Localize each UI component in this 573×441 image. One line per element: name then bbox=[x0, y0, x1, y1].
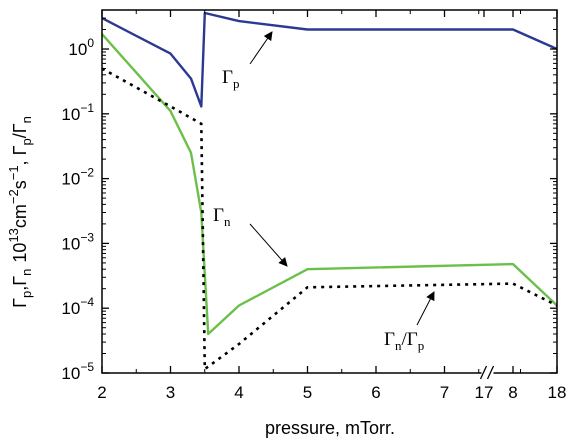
y-title-gamma-4: Γ bbox=[10, 123, 30, 133]
x-tick-label: 6 bbox=[371, 383, 380, 402]
y-tick-label: 10−2 bbox=[61, 166, 94, 189]
y-title-sub-p-2: p bbox=[19, 138, 34, 145]
x-tick-label: 3 bbox=[166, 383, 175, 402]
y-title-unit-s: s bbox=[10, 180, 30, 189]
tick-layer: 10−5 10−4 10−3 10−2 10−1 100 2 3 4 5 6 7 8 17 18 bbox=[61, 9, 567, 402]
annotation-gamma-p-label: Γp bbox=[222, 67, 239, 91]
plot-frame bbox=[101, 9, 558, 374]
series-line-0 bbox=[101, 11, 558, 108]
annotation-gamma-ratio: Γn/Γp bbox=[384, 291, 435, 353]
series-line-1 bbox=[101, 33, 558, 336]
x-tick-label: 5 bbox=[303, 383, 312, 402]
y-tick-label: 100 bbox=[68, 36, 94, 59]
axis-break-slash-1 bbox=[479, 365, 488, 380]
y-title-gamma-2: Γ bbox=[10, 276, 30, 286]
y-axis-title: Γp,Γn1013cm−2s−1, Γp/Γn bbox=[6, 116, 34, 308]
x-tick-label: 8 bbox=[508, 383, 517, 402]
x-tick-label: 7 bbox=[440, 383, 449, 402]
y-title-unit-rest: cm bbox=[10, 204, 30, 228]
y-tick-label: 10−1 bbox=[61, 101, 94, 124]
y-title-sub-p-1: p bbox=[19, 291, 34, 298]
y-title-unit-exp2: −2 bbox=[6, 189, 21, 204]
x-tick-label: 2 bbox=[97, 383, 106, 402]
x-axis-title: pressure, mTorr. bbox=[265, 418, 395, 438]
annotation-gamma-p-arrow bbox=[249, 31, 273, 65]
annotation-gamma-ratio-arrow bbox=[416, 291, 435, 326]
x-tick-label: 18 bbox=[548, 383, 567, 402]
y-title-sub-n-1: n bbox=[19, 269, 34, 276]
y-title-unit-exp3: −1 bbox=[6, 165, 21, 180]
axis-break-slash-2 bbox=[486, 365, 495, 380]
y-tick-label: 10−5 bbox=[61, 360, 94, 383]
annotation-gamma-ratio-label: Γn/Γp bbox=[384, 329, 424, 353]
annotation-gamma-n-arrow bbox=[249, 223, 288, 267]
y-title-gamma-3: Γ bbox=[10, 145, 30, 155]
y-tick-label: 10−3 bbox=[61, 230, 94, 253]
annotation-gamma-p: Γp bbox=[222, 31, 273, 91]
x-tick-label: 4 bbox=[234, 383, 243, 402]
y-title-unit: 10 bbox=[10, 243, 30, 263]
annotation-gamma-n: Γn bbox=[213, 205, 288, 267]
x-tick-label: 17 bbox=[475, 383, 494, 402]
annotation-gamma-n-label: Γn bbox=[213, 205, 231, 229]
series-line-2 bbox=[101, 67, 558, 371]
y-title-sub-n-2: n bbox=[19, 116, 34, 123]
y-tick-label: 10−4 bbox=[61, 295, 94, 318]
series-layer bbox=[101, 11, 558, 371]
axis-break bbox=[479, 365, 495, 381]
plot-border bbox=[101, 9, 558, 374]
y-title-unit-exp: 13 bbox=[6, 228, 21, 242]
y-title-gamma-1: Γ bbox=[10, 298, 30, 308]
